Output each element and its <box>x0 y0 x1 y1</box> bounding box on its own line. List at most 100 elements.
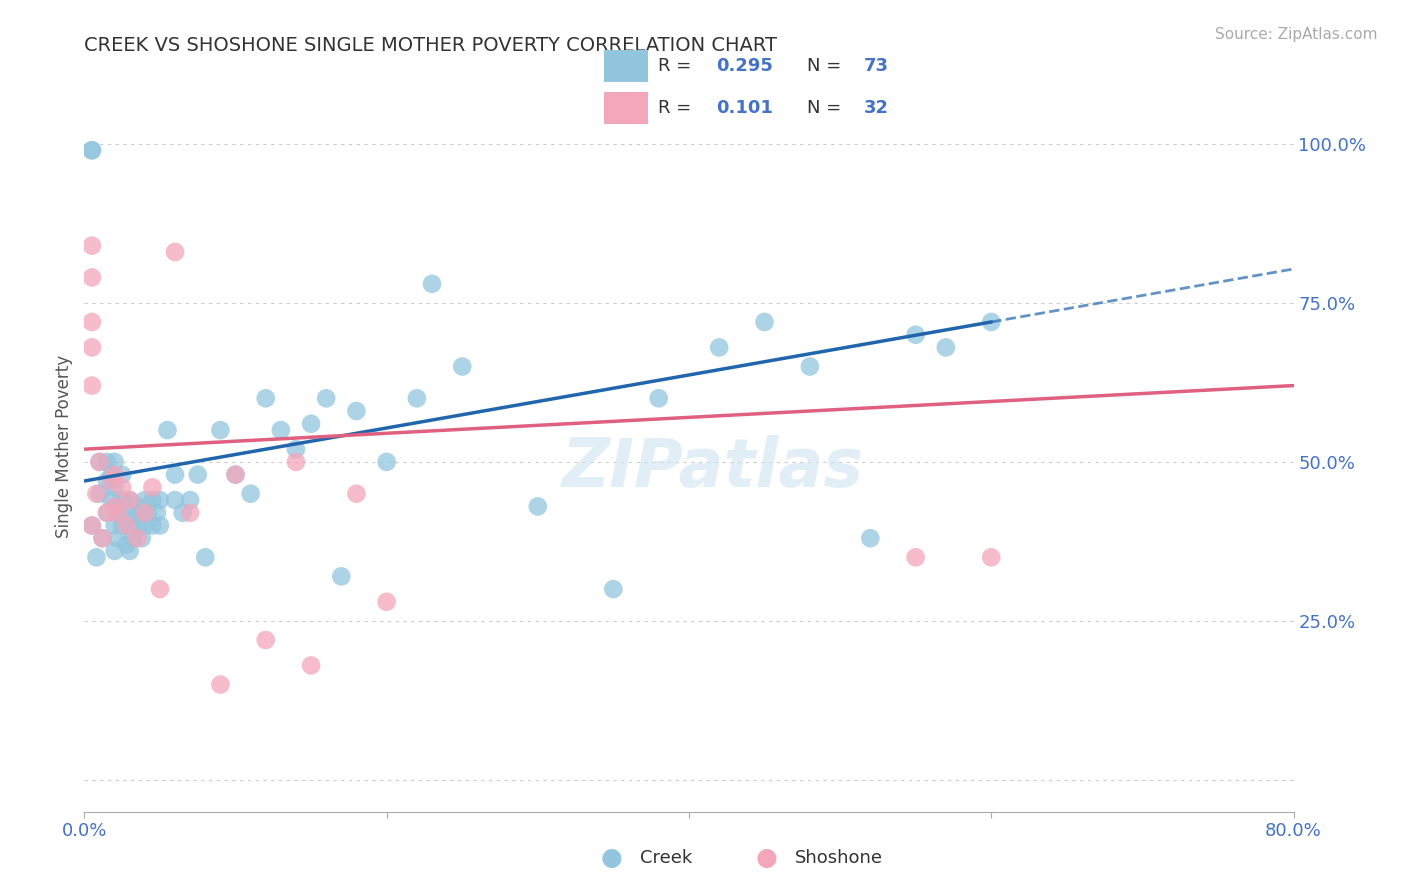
Point <box>104 500 127 514</box>
Point <box>149 518 172 533</box>
Point <box>86 486 108 500</box>
Point <box>107 531 129 545</box>
Point <box>118 493 141 508</box>
Point <box>225 467 247 482</box>
Point <box>115 518 138 533</box>
Point <box>141 518 163 533</box>
Point <box>80 143 103 157</box>
Point <box>118 518 141 533</box>
Point <box>648 392 671 406</box>
Text: CREEK VS SHOSHONE SINGLE MOTHER POVERTY CORRELATION CHART: CREEK VS SHOSHONE SINGLE MOTHER POVERTY … <box>84 36 778 54</box>
Point <box>111 518 134 533</box>
Point <box>375 595 398 609</box>
Point <box>80 378 103 392</box>
Point <box>80 315 103 329</box>
Point <box>299 658 322 673</box>
Text: ●: ● <box>600 847 623 870</box>
Point <box>96 474 118 488</box>
Point <box>127 500 149 514</box>
Point <box>121 506 143 520</box>
Point <box>239 486 262 500</box>
Point <box>285 442 308 457</box>
FancyBboxPatch shape <box>605 92 648 124</box>
Text: N =: N = <box>807 57 846 75</box>
Point <box>330 569 353 583</box>
Point <box>80 518 103 533</box>
Point <box>980 550 1002 565</box>
Point <box>134 506 156 520</box>
Point <box>904 550 927 565</box>
Point <box>136 506 159 520</box>
Point <box>115 512 138 526</box>
Point <box>100 467 122 482</box>
Point <box>602 582 624 596</box>
Text: ZIPatlas: ZIPatlas <box>562 435 865 501</box>
Point <box>451 359 474 374</box>
Point <box>254 632 277 647</box>
Point <box>146 506 169 520</box>
Point <box>225 467 247 482</box>
Point <box>149 582 172 596</box>
Point <box>131 531 153 545</box>
Point <box>118 544 141 558</box>
Text: 73: 73 <box>865 57 889 75</box>
Point <box>111 493 134 508</box>
Point <box>80 518 103 533</box>
Point <box>187 467 209 482</box>
Point <box>104 480 127 494</box>
Point <box>709 340 731 354</box>
Text: 0.101: 0.101 <box>716 99 772 117</box>
Point <box>420 277 443 291</box>
Point <box>111 467 134 482</box>
Point <box>80 238 103 252</box>
Point <box>149 493 172 508</box>
Point <box>134 493 156 508</box>
Point <box>859 531 882 545</box>
Point <box>346 404 368 418</box>
Point <box>179 493 201 508</box>
Point <box>315 392 337 406</box>
Text: Source: ZipAtlas.com: Source: ZipAtlas.com <box>1215 27 1378 42</box>
Point <box>270 423 292 437</box>
Point <box>799 359 821 374</box>
Point <box>118 493 141 508</box>
Point <box>104 544 127 558</box>
Point <box>156 423 179 437</box>
Point <box>172 506 194 520</box>
Point <box>127 518 149 533</box>
Text: 32: 32 <box>865 99 889 117</box>
Text: Shoshone: Shoshone <box>794 849 883 867</box>
Point <box>89 455 111 469</box>
Point <box>115 538 138 552</box>
Text: R =: R = <box>658 99 703 117</box>
Point <box>104 455 127 469</box>
Point <box>141 493 163 508</box>
Point <box>165 245 187 260</box>
Text: 0.295: 0.295 <box>716 57 772 75</box>
Text: R =: R = <box>658 57 697 75</box>
Point <box>96 506 118 520</box>
Point <box>89 455 111 469</box>
Point <box>179 506 201 520</box>
Text: Creek: Creek <box>640 849 692 867</box>
Point <box>165 493 187 508</box>
Point <box>111 480 134 494</box>
Point <box>131 506 153 520</box>
Point <box>89 486 111 500</box>
Point <box>104 467 127 482</box>
Point <box>86 550 108 565</box>
Text: ●: ● <box>755 847 778 870</box>
Point <box>254 392 277 406</box>
Point <box>527 500 550 514</box>
Point <box>904 327 927 342</box>
Point <box>100 474 122 488</box>
Point <box>209 423 232 437</box>
Point <box>406 392 429 406</box>
Point <box>375 455 398 469</box>
Point <box>141 480 163 494</box>
Point <box>80 270 103 285</box>
Point <box>80 340 103 354</box>
Point <box>96 455 118 469</box>
Point <box>165 467 187 482</box>
FancyBboxPatch shape <box>605 50 648 82</box>
